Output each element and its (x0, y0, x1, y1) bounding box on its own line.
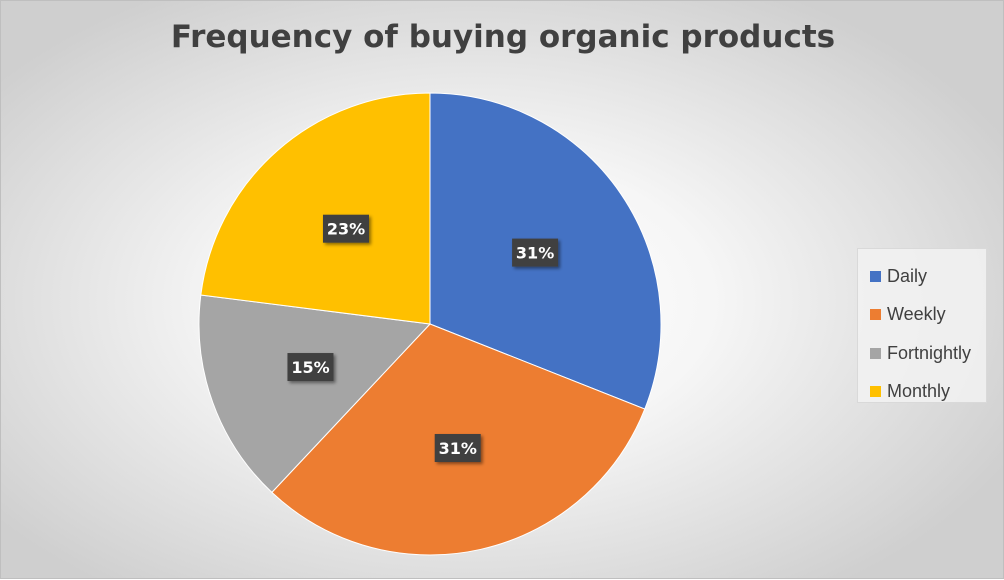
legend-item-weekly[interactable]: Weekly (858, 296, 986, 335)
data-label-box (512, 238, 559, 267)
data-label-fortnightly: 15% (287, 353, 334, 382)
legend: Daily Weekly Fortnightly Monthly (857, 248, 987, 403)
data-label-box (434, 433, 481, 462)
data-label-text: 31% (439, 439, 477, 458)
legend-item-monthly[interactable]: Monthly (858, 373, 986, 412)
legend-swatch-monthly (870, 386, 881, 398)
pie-data-labels: 31% 31% 15% 23% (287, 214, 559, 462)
legend-label-fortnightly: Fortnightly (887, 342, 972, 363)
data-label-box (287, 353, 334, 382)
legend-label-weekly: Weekly (887, 304, 946, 325)
legend-label-daily: Daily (887, 265, 928, 286)
chart-title: Frequency of buying organic products (170, 19, 836, 55)
data-label-daily: 31% (512, 238, 559, 267)
data-label-box (322, 214, 369, 243)
legend-label-monthly: Monthly (887, 381, 951, 402)
data-label-text: 31% (516, 244, 554, 263)
legend-item-fortnightly[interactable]: Fortnightly (858, 334, 986, 373)
data-label-text: 15% (291, 358, 329, 377)
pie-slices (198, 92, 662, 556)
pie-slice-monthly[interactable] (200, 92, 431, 325)
data-label-weekly: 31% (434, 433, 481, 462)
legend-swatch-fortnightly (870, 347, 881, 359)
data-label-text: 23% (327, 220, 365, 239)
legend-swatch-weekly (870, 309, 881, 321)
data-label-monthly: 23% (322, 214, 369, 243)
legend-swatch-daily (870, 270, 881, 282)
legend-item-daily[interactable]: Daily (858, 257, 986, 296)
pie-slice-fortnightly[interactable] (198, 294, 432, 494)
